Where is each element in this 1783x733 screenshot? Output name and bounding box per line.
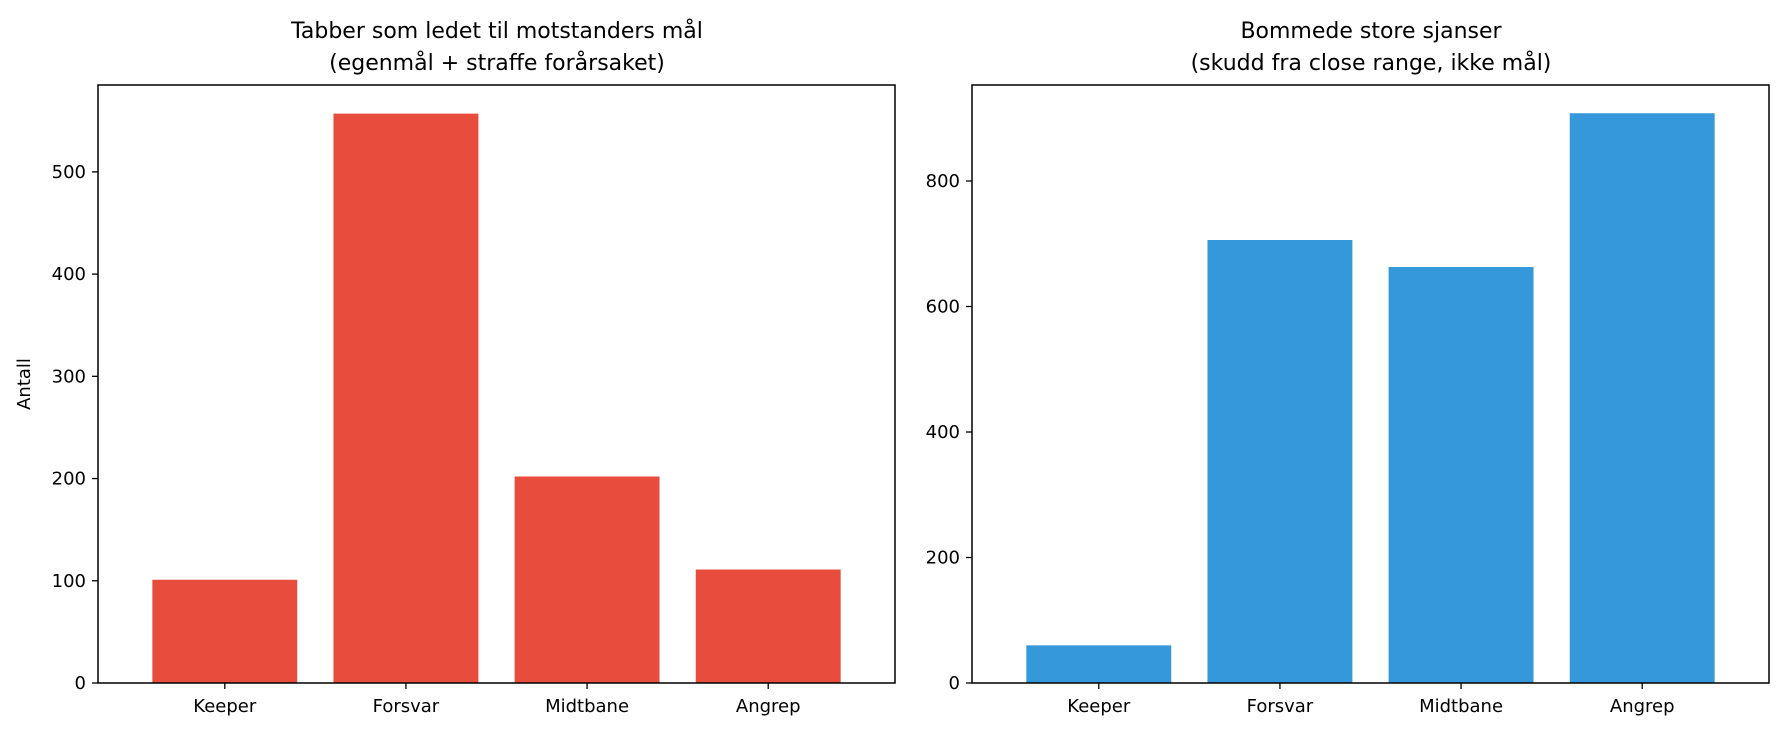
left-y-tick-label: 100 xyxy=(52,571,86,592)
right-y-tick-label: 0 xyxy=(949,673,960,694)
right-bars xyxy=(1026,113,1715,684)
right-chart-title-line-2: (skudd fra close range, ikke mål) xyxy=(1191,50,1552,76)
left-x-tick-label: Forsvar xyxy=(373,696,440,717)
left-bar-forsvar xyxy=(333,113,479,684)
right-x-tick-label: Forsvar xyxy=(1247,696,1314,717)
left-x-tick-label: Angrep xyxy=(736,696,801,717)
right-panel: Bommede store sjanser (skudd fra close r… xyxy=(926,19,1770,717)
left-y-ticks: 0 100 200 300 400 500 xyxy=(52,162,98,694)
right-y-tick-label: 200 xyxy=(926,548,960,569)
left-panel: Tabber som ledet til motstanders mål (eg… xyxy=(14,18,896,717)
right-y-tick-label: 400 xyxy=(926,422,960,443)
left-x-tick-label: Keeper xyxy=(193,696,257,717)
right-bar-keeper xyxy=(1026,645,1172,683)
right-chart-title-line-1: Bommede store sjanser xyxy=(1240,19,1502,44)
left-y-axis-label: Antall xyxy=(14,358,35,410)
left-bar-midtbane xyxy=(514,476,660,683)
right-x-tick-label: Keeper xyxy=(1067,696,1131,717)
left-y-tick-label: 200 xyxy=(52,469,86,490)
left-bar-keeper xyxy=(152,579,298,683)
right-bar-angrep xyxy=(1569,113,1715,684)
right-y-tick-label: 600 xyxy=(926,297,960,318)
left-plot-frame xyxy=(97,84,896,684)
left-bar-angrep xyxy=(695,569,841,683)
right-bar-midtbane xyxy=(1388,266,1534,683)
left-chart-title-line-2: (egenmål + straffe forårsaket) xyxy=(329,50,665,76)
left-bars xyxy=(152,113,841,684)
left-y-tick-label: 400 xyxy=(52,264,86,285)
right-bar-forsvar xyxy=(1207,239,1353,684)
right-plot-frame xyxy=(971,84,1770,684)
left-y-tick-label: 500 xyxy=(52,162,86,183)
right-y-tick-label: 800 xyxy=(926,171,960,192)
right-x-ticks: Keeper Forsvar Midtbane Angrep xyxy=(1067,683,1675,717)
left-y-tick-label: 300 xyxy=(52,366,86,387)
right-x-tick-label: Midtbane xyxy=(1419,696,1503,717)
left-x-ticks: Keeper Forsvar Midtbane Angrep xyxy=(193,683,801,717)
left-chart-title-line-1: Tabber som ledet til motstanders mål xyxy=(290,18,703,44)
right-y-ticks: 0 200 400 600 800 xyxy=(926,171,972,694)
left-x-tick-label: Midtbane xyxy=(545,696,629,717)
right-x-tick-label: Angrep xyxy=(1610,696,1675,717)
left-y-tick-label: 0 xyxy=(75,673,86,694)
